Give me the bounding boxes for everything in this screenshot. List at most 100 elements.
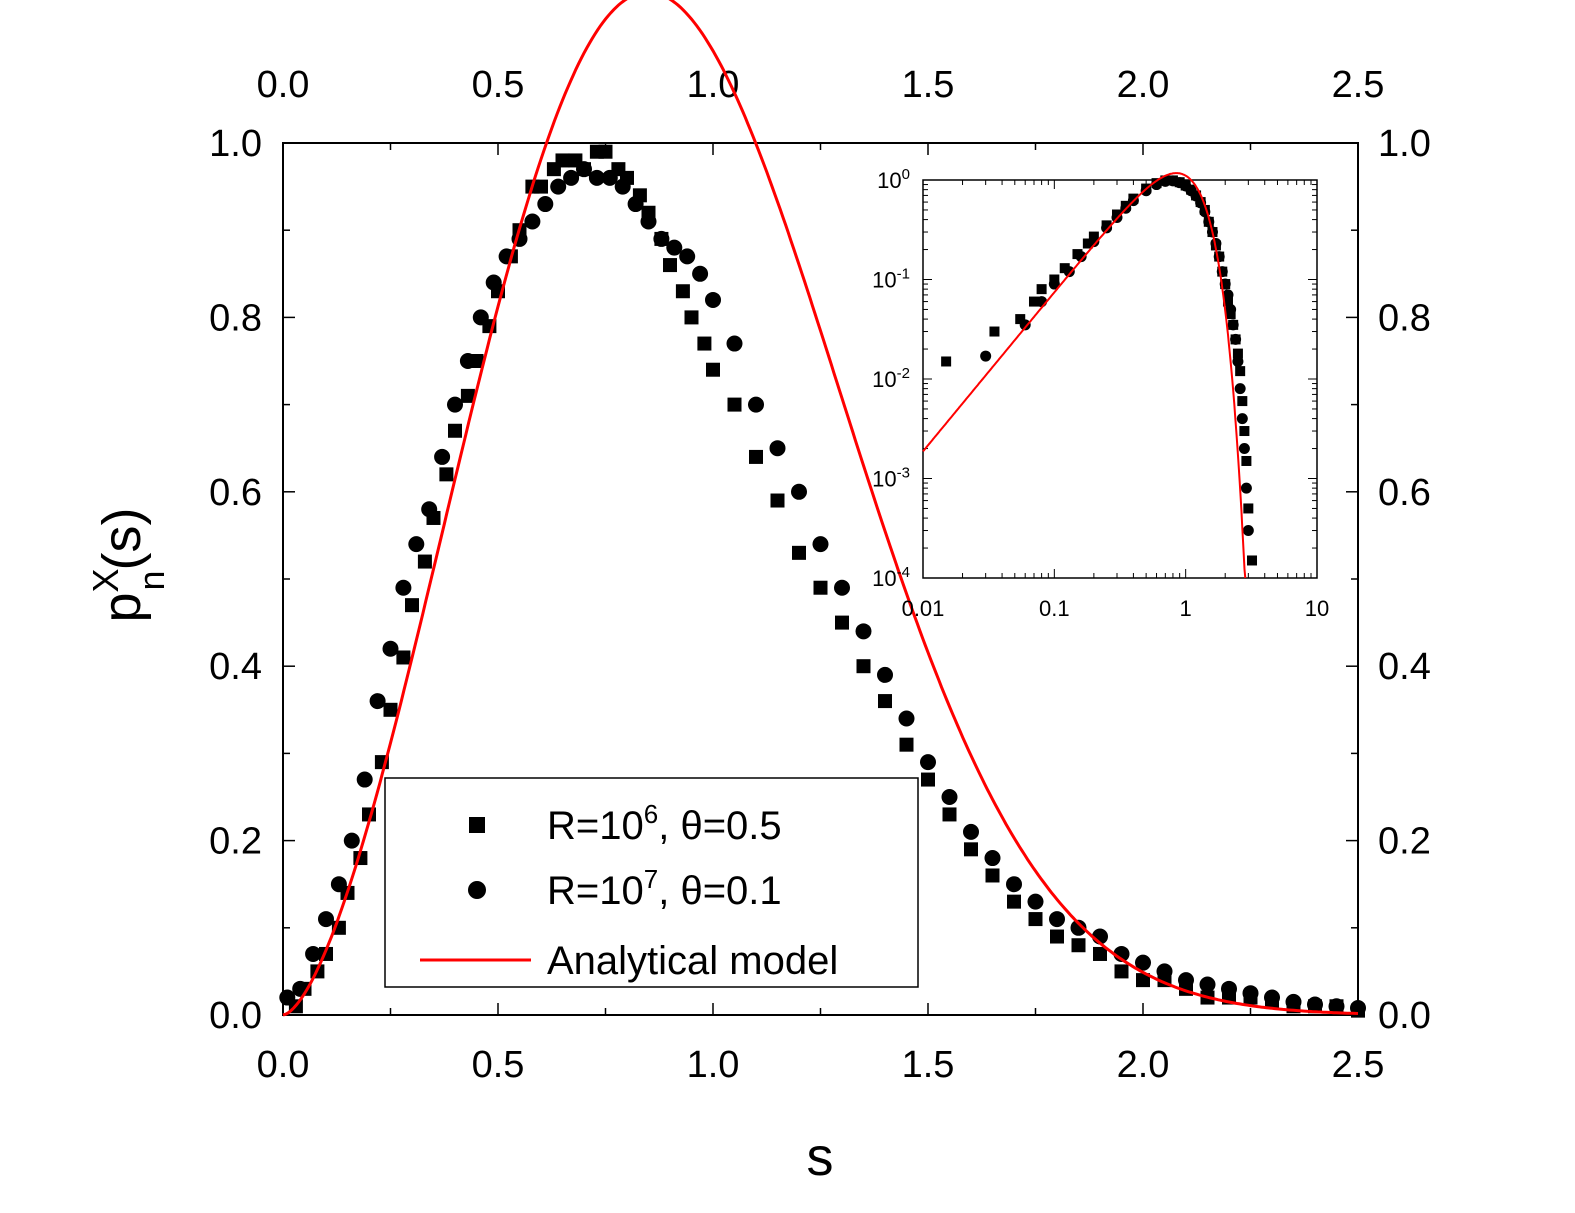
inset-tick-labels: 0.01 0.1 1 10 10-4 10-3 10-2 10-1 100 — [872, 166, 1329, 621]
main-plot: 0.0 0.0 0.5 0.5 1.0 1.0 1.5 1.5 2.0 2.0 2.5 2.5 0.0 0… — [209, 0, 1431, 1086]
circle-point — [279, 989, 296, 1006]
svg-text:pXn(s): pX n(s) — [85, 507, 172, 622]
square-point — [856, 659, 871, 674]
inset-circle-point — [1230, 333, 1242, 345]
x-tick-label-top: 2.0 — [1117, 64, 1170, 106]
circle-point — [447, 396, 463, 413]
circle-point — [550, 178, 567, 195]
square-point — [770, 493, 785, 508]
main-tick-labels: 0.0 0.0 0.5 0.5 1.0 1.0 1.5 1.5 2.0 2.0 2.5 2.5 0.0 0… — [209, 64, 1431, 1086]
inset-square-point — [1232, 348, 1243, 359]
y-tick-label: 0.6 — [209, 472, 262, 514]
inset-circle-point — [980, 350, 992, 362]
circle-point — [705, 291, 721, 308]
inset-x-tick-label: 0.01 — [902, 596, 945, 621]
inset-x-tick-label: 10 — [1305, 596, 1329, 621]
circle-point — [601, 169, 618, 186]
legend-circle-marker — [468, 881, 486, 899]
inset-circle-point — [1213, 251, 1225, 263]
square-point — [1071, 938, 1086, 953]
circle-point — [748, 396, 764, 413]
square-point — [439, 467, 454, 482]
inset-circle-point — [1225, 303, 1237, 315]
legend: R=106, θ=0.5 R=107, θ=0.1 Analytical mod… — [384, 777, 919, 988]
square-point — [1093, 946, 1107, 961]
circle-point — [640, 213, 657, 230]
inset-plot: 0.01 0.1 1 10 10-4 10-3 10-2 10-1 100 — [872, 166, 1329, 621]
inset-square-point — [1239, 426, 1250, 437]
inset-circle-point — [1238, 443, 1250, 455]
circle-point — [877, 666, 893, 683]
legend-label-model: Analytical model — [547, 939, 838, 983]
inset-square-point — [1235, 366, 1246, 377]
circle-point — [726, 335, 743, 352]
y-tick-label-right: 0.0 — [1378, 995, 1431, 1037]
circle-point — [666, 239, 683, 256]
circle-point — [524, 213, 541, 230]
circle-point — [408, 536, 425, 553]
square-point — [675, 284, 690, 299]
inset-circle-point — [1236, 413, 1248, 425]
circle-point — [369, 693, 386, 710]
square-point — [727, 397, 742, 412]
circle-point — [330, 876, 347, 893]
square-point — [1114, 964, 1129, 979]
circle-point — [356, 771, 373, 788]
y-tick-label-right: 0.2 — [1378, 821, 1431, 863]
x-tick-label-top: 2.5 — [1332, 64, 1385, 106]
inset-circle-point — [1234, 383, 1246, 395]
circle-point — [1178, 972, 1194, 989]
square-point — [1007, 894, 1021, 909]
square-point — [835, 615, 849, 630]
circle-point — [653, 230, 670, 247]
inset-model-curve — [922, 172, 1247, 579]
circle-point — [855, 623, 872, 640]
circle-point — [984, 850, 1001, 867]
circle-point — [1221, 980, 1237, 997]
circle-point — [1049, 911, 1065, 928]
circle-point — [920, 754, 936, 771]
inset-circle-point — [1227, 319, 1239, 331]
x-tick-label: 1.0 — [687, 1044, 740, 1086]
y-tick-label-right: 0.6 — [1378, 472, 1431, 514]
circle-point — [1328, 998, 1345, 1015]
inset-circle-point — [1232, 355, 1244, 367]
square-point — [417, 554, 432, 569]
square-point — [460, 388, 475, 403]
y-axis-title: pX n(s) — [85, 507, 172, 622]
square-point — [813, 580, 828, 595]
y-tick-label: 0.2 — [209, 821, 262, 863]
y-tick-label-right: 1.0 — [1378, 123, 1431, 165]
inset-square-point — [1028, 296, 1039, 307]
circle-point — [1135, 954, 1151, 971]
square-point — [448, 423, 462, 438]
y-tick-label-right: 0.8 — [1378, 297, 1431, 339]
legend-label-squares: R=106, θ=0.5 — [547, 799, 782, 848]
square-point — [598, 144, 613, 159]
square-point — [405, 598, 419, 613]
inset-y-tick-label: 10-4 — [872, 564, 910, 591]
main-markers — [279, 144, 1366, 1018]
circle-point — [485, 274, 502, 291]
x-tick-label: 2.0 — [1117, 1044, 1170, 1086]
square-point — [1050, 929, 1064, 944]
square-point — [383, 702, 398, 717]
inset-y-tick-label: 10-1 — [872, 266, 910, 293]
circle-point — [1242, 985, 1259, 1002]
circle-point — [1027, 893, 1044, 910]
y-tick-label: 0.0 — [209, 995, 262, 1037]
inset-circle-point — [1048, 278, 1060, 290]
square-point — [878, 694, 892, 709]
square-point — [749, 449, 763, 464]
inset-y-tick-label: 100 — [877, 166, 910, 193]
circle-point — [1070, 919, 1087, 936]
square-point — [534, 179, 548, 194]
square-point — [697, 336, 712, 351]
square-point — [1136, 973, 1150, 988]
y-axis-title-sup: X — [85, 568, 126, 592]
circle-point — [434, 448, 451, 465]
inset-square-point — [1241, 455, 1252, 466]
inset-square-point — [1222, 296, 1233, 307]
circle-point — [692, 265, 709, 282]
inset-circle-point — [1240, 482, 1252, 494]
